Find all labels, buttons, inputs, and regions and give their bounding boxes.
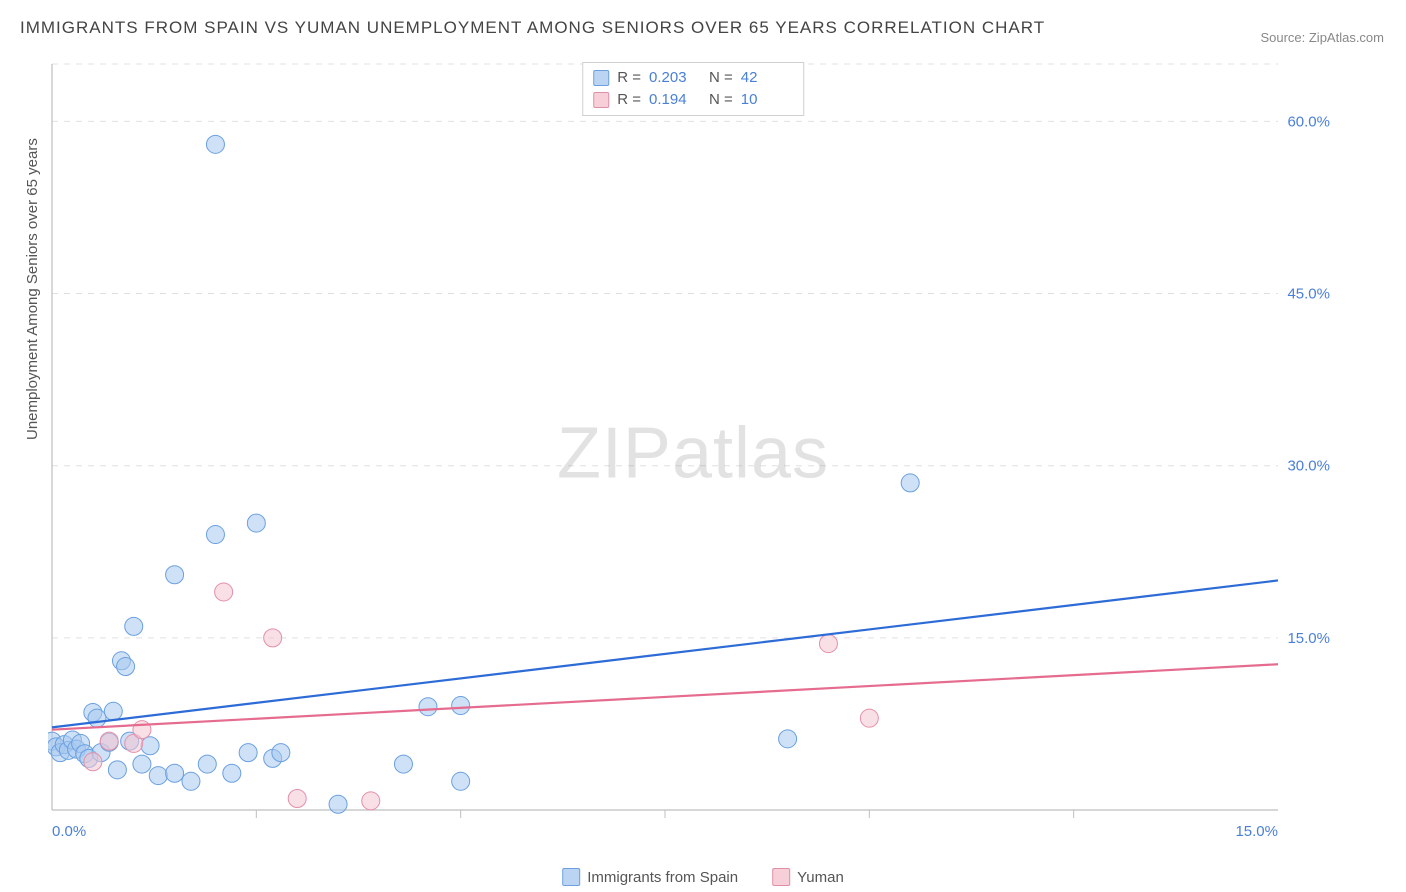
stat-legend-row: R = 0.203 N = 42 — [593, 67, 793, 89]
source-attribution: Source: ZipAtlas.com — [1260, 30, 1384, 45]
source-name: ZipAtlas.com — [1309, 30, 1384, 45]
n-label: N = — [709, 89, 733, 111]
chart-plot-area: 0.0% 15.0% 15.0% 30.0% 45.0% 60.0% R = 0.203 N … — [48, 60, 1338, 850]
n-value: 42 — [741, 67, 793, 89]
legend-swatch — [562, 868, 580, 886]
r-value: 0.194 — [649, 89, 701, 111]
svg-text:30.0%: 30.0% — [1287, 458, 1330, 475]
legend-swatch — [772, 868, 790, 886]
y-axis-label: Unemployment Among Seniors over 65 years — [24, 138, 41, 440]
scatter-plot-svg: 0.0% 15.0% 15.0% 30.0% 45.0% 60.0% — [48, 60, 1338, 850]
r-value: 0.203 — [649, 67, 701, 89]
n-label: N = — [709, 67, 733, 89]
legend-label: Yuman — [797, 869, 844, 886]
chart-title: IMMIGRANTS FROM SPAIN VS YUMAN UNEMPLOYM… — [20, 18, 1045, 38]
legend-label: Immigrants from Spain — [587, 869, 738, 886]
svg-text:15.0%: 15.0% — [1235, 823, 1278, 840]
series-legend: Immigrants from Spain Yuman — [562, 868, 844, 886]
svg-text:45.0%: 45.0% — [1287, 286, 1330, 303]
legend-item: Yuman — [772, 868, 844, 886]
legend-swatch — [593, 70, 609, 86]
n-value: 10 — [741, 89, 793, 111]
svg-text:60.0%: 60.0% — [1287, 113, 1330, 130]
legend-swatch — [593, 92, 609, 108]
r-label: R = — [617, 89, 641, 111]
r-label: R = — [617, 67, 641, 89]
correlation-stats-legend: R = 0.203 N = 42 R = 0.194 N = 10 — [582, 62, 804, 116]
stat-legend-row: R = 0.194 N = 10 — [593, 89, 793, 111]
svg-text:0.0%: 0.0% — [52, 823, 86, 840]
svg-text:15.0%: 15.0% — [1287, 630, 1330, 647]
legend-item: Immigrants from Spain — [562, 868, 738, 886]
source-prefix: Source: — [1260, 30, 1308, 45]
